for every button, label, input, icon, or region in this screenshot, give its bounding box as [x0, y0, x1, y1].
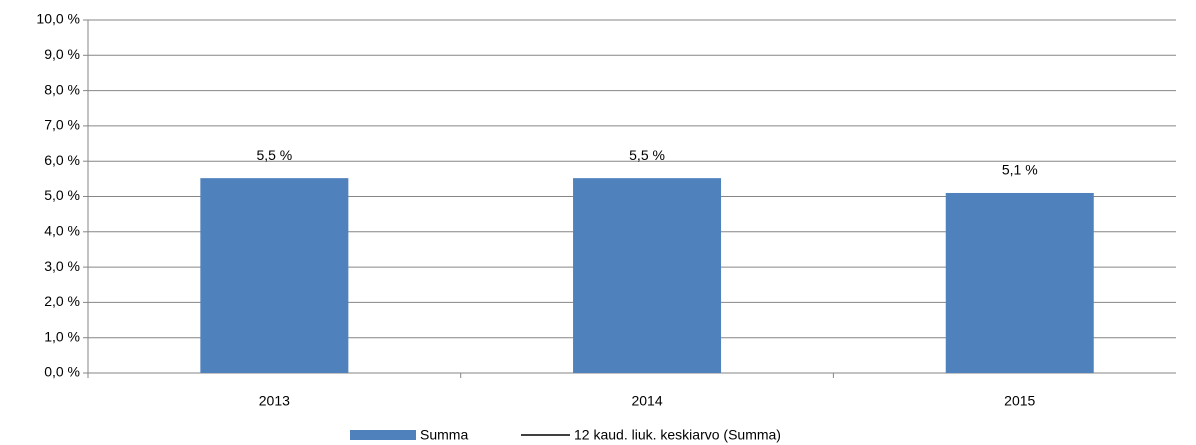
x-tick-label: 2013	[259, 393, 290, 409]
y-tick-label: 7,0 %	[44, 117, 80, 133]
y-tick-label: 4,0 %	[44, 223, 80, 239]
legend-swatch	[350, 430, 416, 440]
y-tick-label: 6,0 %	[44, 152, 80, 168]
y-tick-label: 10,0 %	[36, 11, 80, 27]
data-label: 5,5 %	[629, 147, 665, 163]
bar	[200, 178, 349, 373]
y-tick-label: 8,0 %	[44, 81, 80, 97]
legend-label: 12 kaud. liuk. keskiarvo (Summa)	[574, 427, 781, 443]
x-tick-label: 2015	[1004, 393, 1035, 409]
bar	[573, 178, 722, 373]
data-label: 5,1 %	[1002, 162, 1038, 178]
bar	[945, 192, 1094, 373]
y-tick-label: 2,0 %	[44, 293, 80, 309]
y-tick-label: 5,0 %	[44, 187, 80, 203]
legend-label: Summa	[420, 427, 468, 443]
x-tick-label: 2014	[631, 393, 662, 409]
y-tick-label: 3,0 %	[44, 258, 80, 274]
data-label: 5,5 %	[256, 147, 292, 163]
y-tick-label: 1,0 %	[44, 328, 80, 344]
y-tick-label: 9,0 %	[44, 46, 80, 62]
y-tick-label: 0,0 %	[44, 364, 80, 380]
